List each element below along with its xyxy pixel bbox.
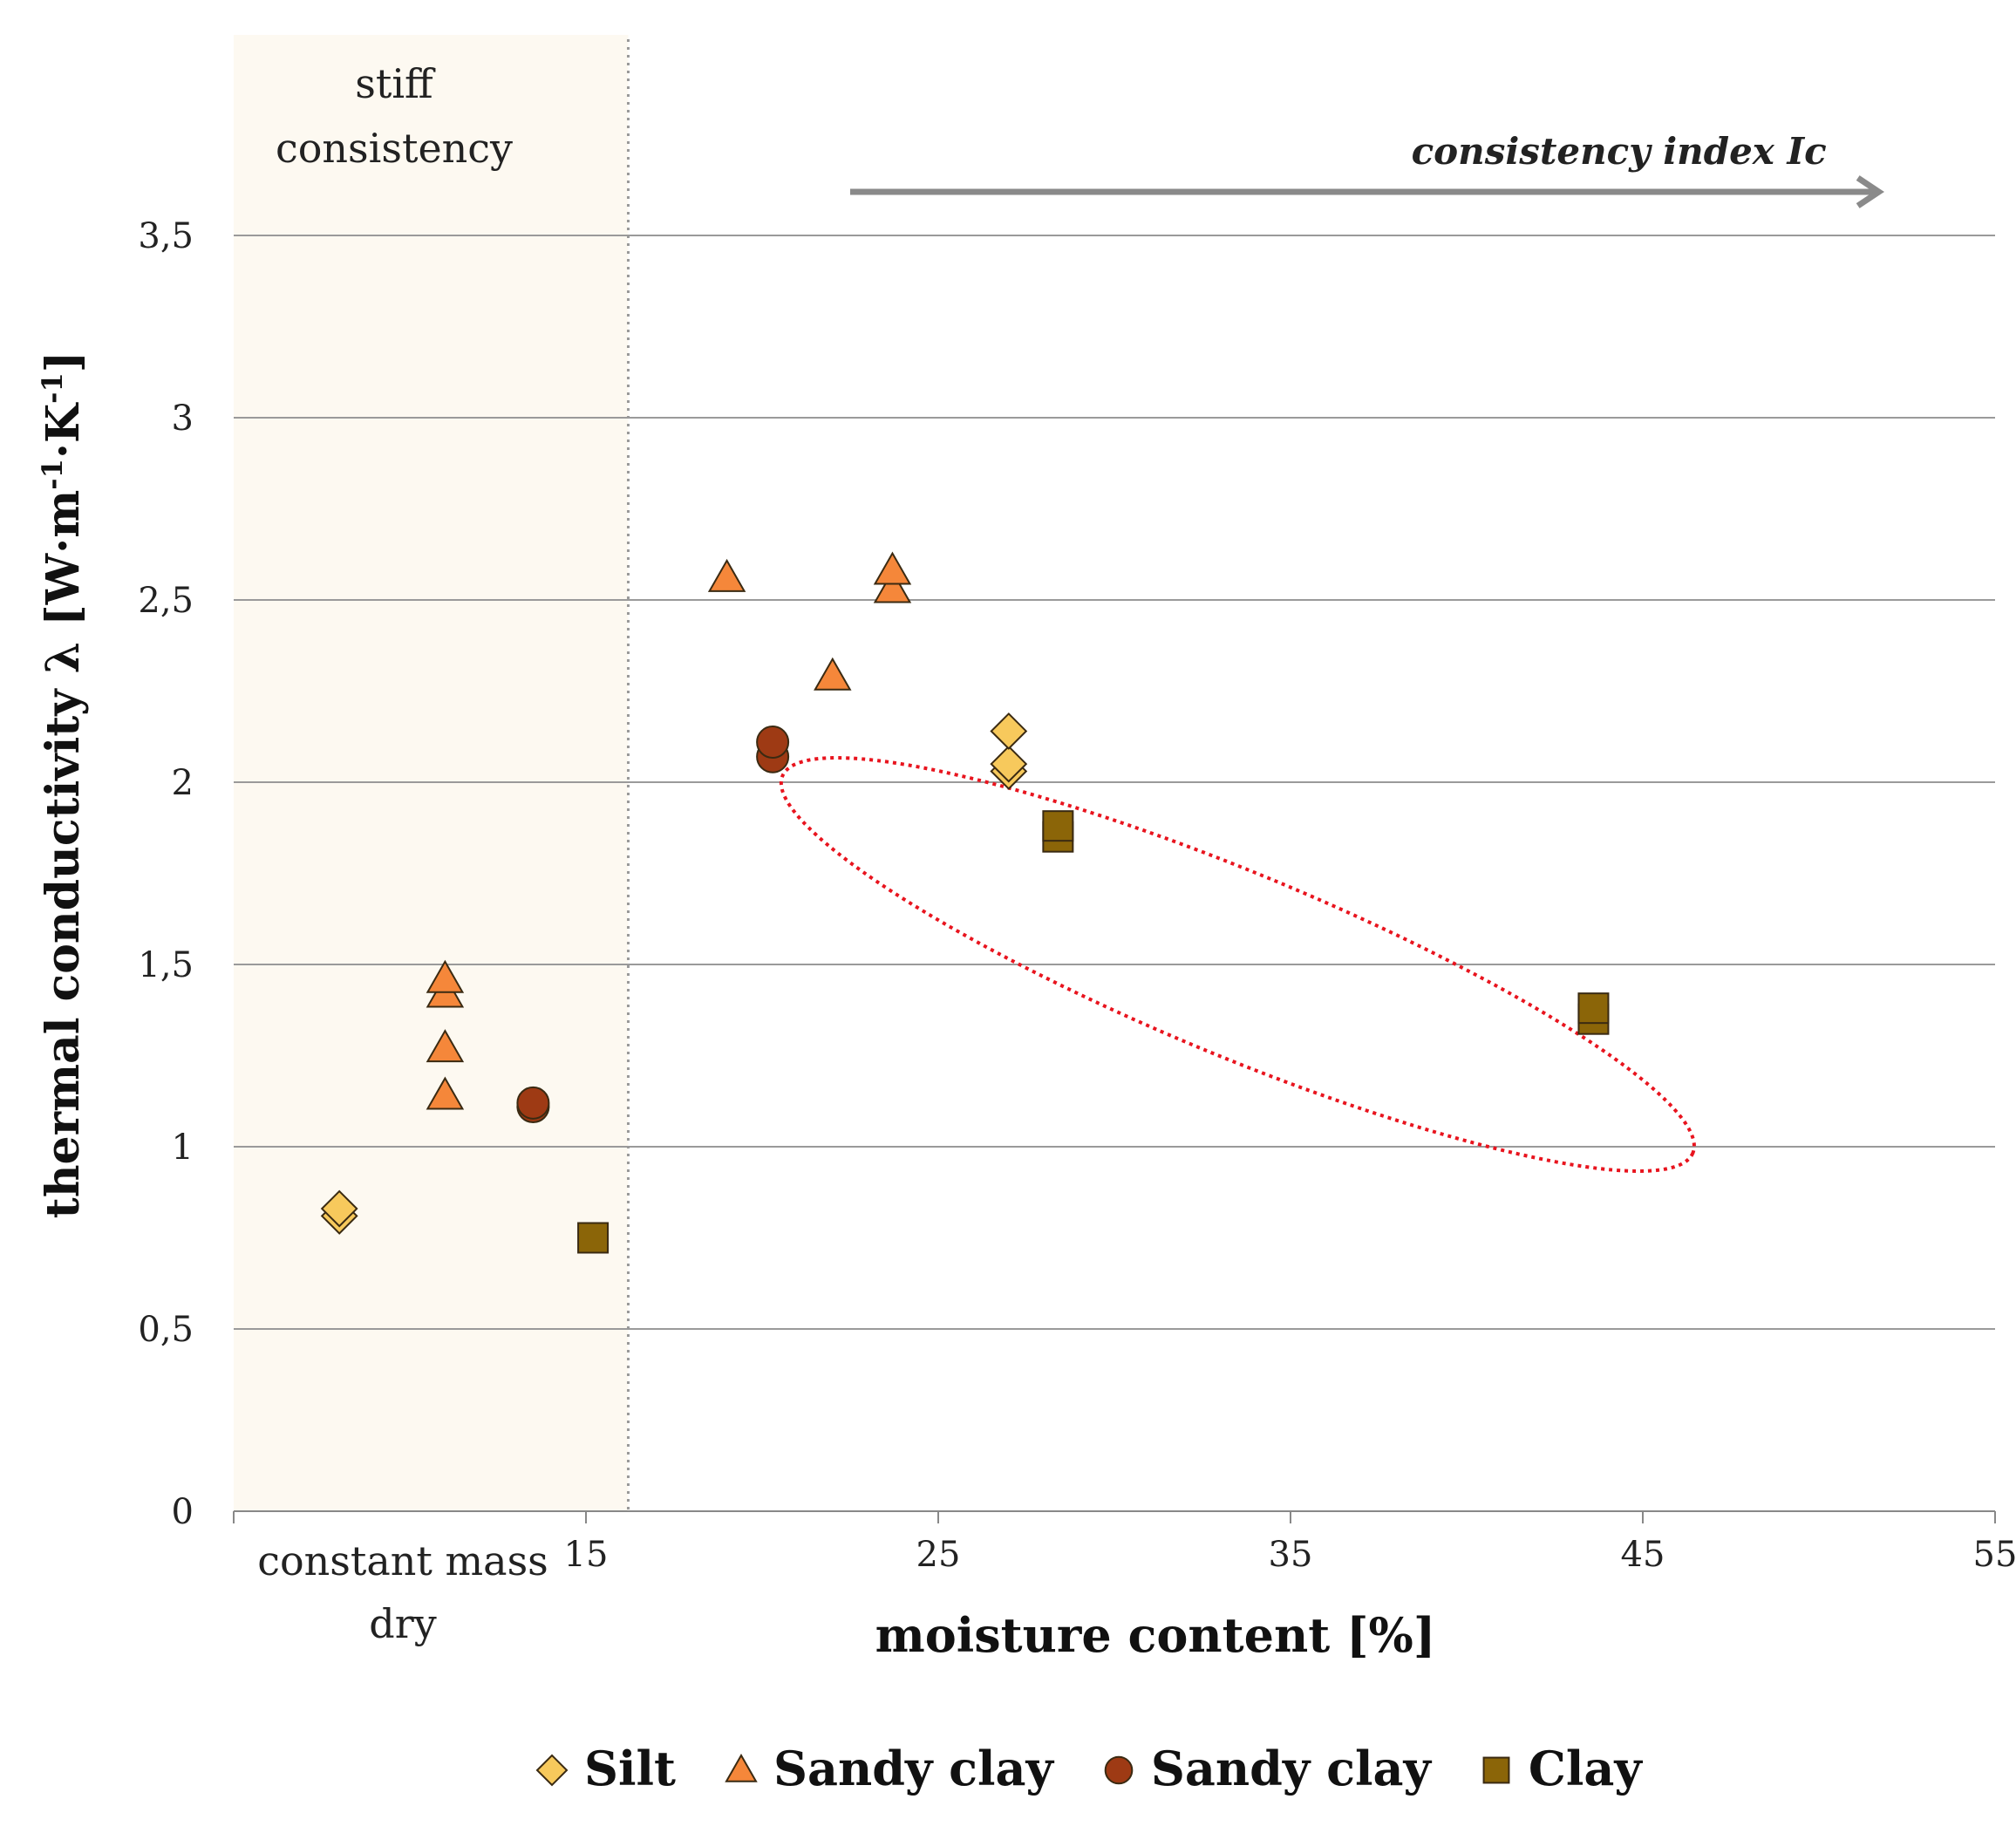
legend-item: Silt (532, 1741, 676, 1796)
legend: Silt Sandy clay Sandy clay Clay (0, 1741, 2016, 1828)
y-axis-label: thermal conductivity λ [W·m-1·K-1] (36, 351, 90, 1219)
stiff-label-line1: stiff (355, 60, 436, 107)
legend-marker (1104, 1755, 1134, 1785)
highlight-ellipse (779, 756, 1696, 1173)
data-point-triangle (707, 558, 746, 592)
data-point-circle (516, 1086, 550, 1120)
stiff-label-line2: consistency (276, 125, 513, 172)
y-tick-label: 0,5 (138, 1310, 194, 1350)
legend-marker (725, 1753, 758, 1782)
y-tick-label: 2 (172, 763, 194, 803)
y-tick-label: 2,5 (138, 581, 194, 621)
data-point-triangle (426, 1076, 465, 1110)
legend-marker (535, 1754, 569, 1787)
y-tick-label: 1 (172, 1128, 194, 1168)
y-tick-label: 0 (172, 1492, 194, 1532)
data-point-triangle (873, 569, 912, 603)
x-tick-label: 45 (1621, 1535, 1665, 1575)
y-tick-label: 3 (172, 399, 194, 439)
data-point-triangle (426, 959, 465, 993)
data-point-square (1042, 810, 1074, 842)
x-axis-label: moisture content [%] (875, 1607, 1436, 1663)
x-tick-label: 15 (564, 1535, 609, 1575)
dry-category-label-line2: dry (369, 1600, 436, 1647)
y-tick-label: 1,5 (138, 945, 194, 985)
data-point-circle (756, 726, 790, 760)
legend-item: Sandy clay (1099, 1741, 1431, 1796)
triangle-marker-icon (725, 1753, 758, 1782)
data-point-diamond (320, 1189, 358, 1228)
data-point-diamond (990, 712, 1028, 750)
legend-item: Clay (1476, 1741, 1642, 1796)
x-tick-label: 25 (916, 1535, 961, 1575)
diamond-marker-icon (535, 1754, 569, 1787)
stiff-consistency-region (234, 35, 629, 1511)
data-point-square (577, 1222, 610, 1254)
data-point-diamond (990, 745, 1028, 783)
data-point-square (1577, 992, 1610, 1025)
circle-marker-icon (1104, 1755, 1134, 1785)
legend-label: Silt (584, 1741, 676, 1796)
legend-item: Sandy clay (721, 1741, 1053, 1796)
dry-category-label-line1: constant mass (257, 1537, 548, 1584)
legend-label: Clay (1528, 1741, 1642, 1796)
legend-marker (1482, 1756, 1510, 1784)
data-point-triangle (426, 1029, 465, 1063)
square-marker-icon (1482, 1756, 1510, 1784)
legend-label: Sandy clay (1150, 1741, 1431, 1796)
data-point-triangle (814, 657, 852, 691)
y-tick-label: 3,5 (138, 216, 194, 256)
consistency-index-label: consistency index Ic (1412, 130, 1827, 173)
legend-label: Sandy clay (773, 1741, 1053, 1796)
data-point-triangle (873, 551, 912, 585)
x-tick-label: 35 (1269, 1535, 1313, 1575)
consistency-index-arrowhead (1856, 175, 1884, 208)
x-tick-label: 55 (1973, 1535, 2016, 1575)
